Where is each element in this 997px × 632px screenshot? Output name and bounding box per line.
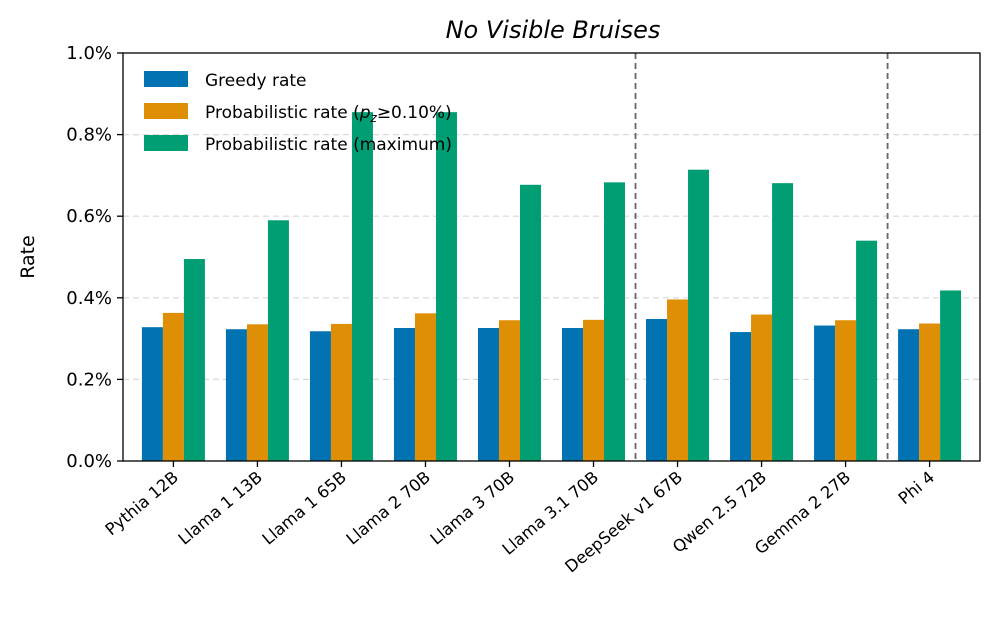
bar-0-0 [141,327,163,461]
legend-label-greedy: Greedy rate [205,71,307,91]
y-tick-label-4: 0.8% [66,125,112,146]
bar-2-0 [183,259,205,461]
bar-1-6 [667,299,689,461]
bar-2-9 [940,290,962,461]
bar-0-5 [562,327,584,461]
y-tick-label-1: 0.2% [66,369,112,390]
x-tick-label-1: Llama 1 13B [175,468,266,549]
bar-0-3 [393,327,415,461]
bar-0-2 [309,331,331,461]
legend-label-probabilistic-sub: z [370,111,378,125]
bar-2-6 [688,169,710,462]
bar-1-1 [246,324,268,461]
legend-label-maximum: Probabilistic rate (maximum) [205,135,452,155]
bars-group [141,112,962,462]
bar-1-3 [414,313,436,461]
y-tick-label-5: 1.0% [66,43,112,64]
legend-label-probabilistic-prefix: Probabilistic rate ( [205,103,360,123]
bar-0-6 [646,319,668,461]
group-separators [634,53,889,461]
x-tick-label-4: Llama 3 70B [427,468,518,549]
x-tick-label-2: Llama 1 65B [259,468,350,549]
chart-title: No Visible Bruises [446,16,661,44]
bar-0-7 [730,332,752,461]
bar-2-7 [772,183,794,462]
legend-swatch-maximum [144,135,188,151]
bar-2-5 [604,182,626,461]
legend-label-probabilistic-suffix: ≥0.10%) [377,103,452,123]
legend-label-probabilistic-p: p [359,103,371,123]
y-tick-label-2: 0.4% [66,288,112,309]
bar-2-3 [435,112,457,461]
bar-1-7 [751,314,773,461]
y-axis-label: Rate [17,235,39,279]
x-tick-label-3: Llama 2 70B [343,468,434,549]
bar-1-9 [919,323,941,461]
bar-1-2 [330,323,352,461]
y-axis-ticks: 0.0% 0.2% 0.4% 0.6% 0.8% 1.0% [66,43,123,472]
bar-0-8 [814,325,836,461]
x-tick-label-0: Pythia 12B [102,468,182,540]
bar-2-4 [519,184,541,461]
x-tick-label-9: Phi 4 [895,468,938,509]
plot-frame [122,52,981,462]
bar-1-4 [498,320,520,461]
legend-label-probabilistic: Probabilistic rate (pz≥0.10%) [205,103,452,125]
legend: Greedy rate Probabilistic rate (pz≥0.10%… [144,71,452,155]
bar-1-8 [835,320,857,461]
bar-2-1 [267,220,289,461]
legend-swatch-greedy [144,71,188,87]
bar-2-8 [856,240,878,461]
bar-0-4 [477,327,499,461]
legend-swatch-probabilistic [144,103,188,119]
bar-0-9 [898,329,920,461]
bar-1-5 [583,319,605,461]
bar-1-0 [162,312,184,461]
bar-2-2 [351,112,373,461]
y-tick-label-0: 0.0% [66,451,112,472]
bar-0-1 [225,329,247,461]
y-tick-label-3: 0.6% [66,206,112,227]
